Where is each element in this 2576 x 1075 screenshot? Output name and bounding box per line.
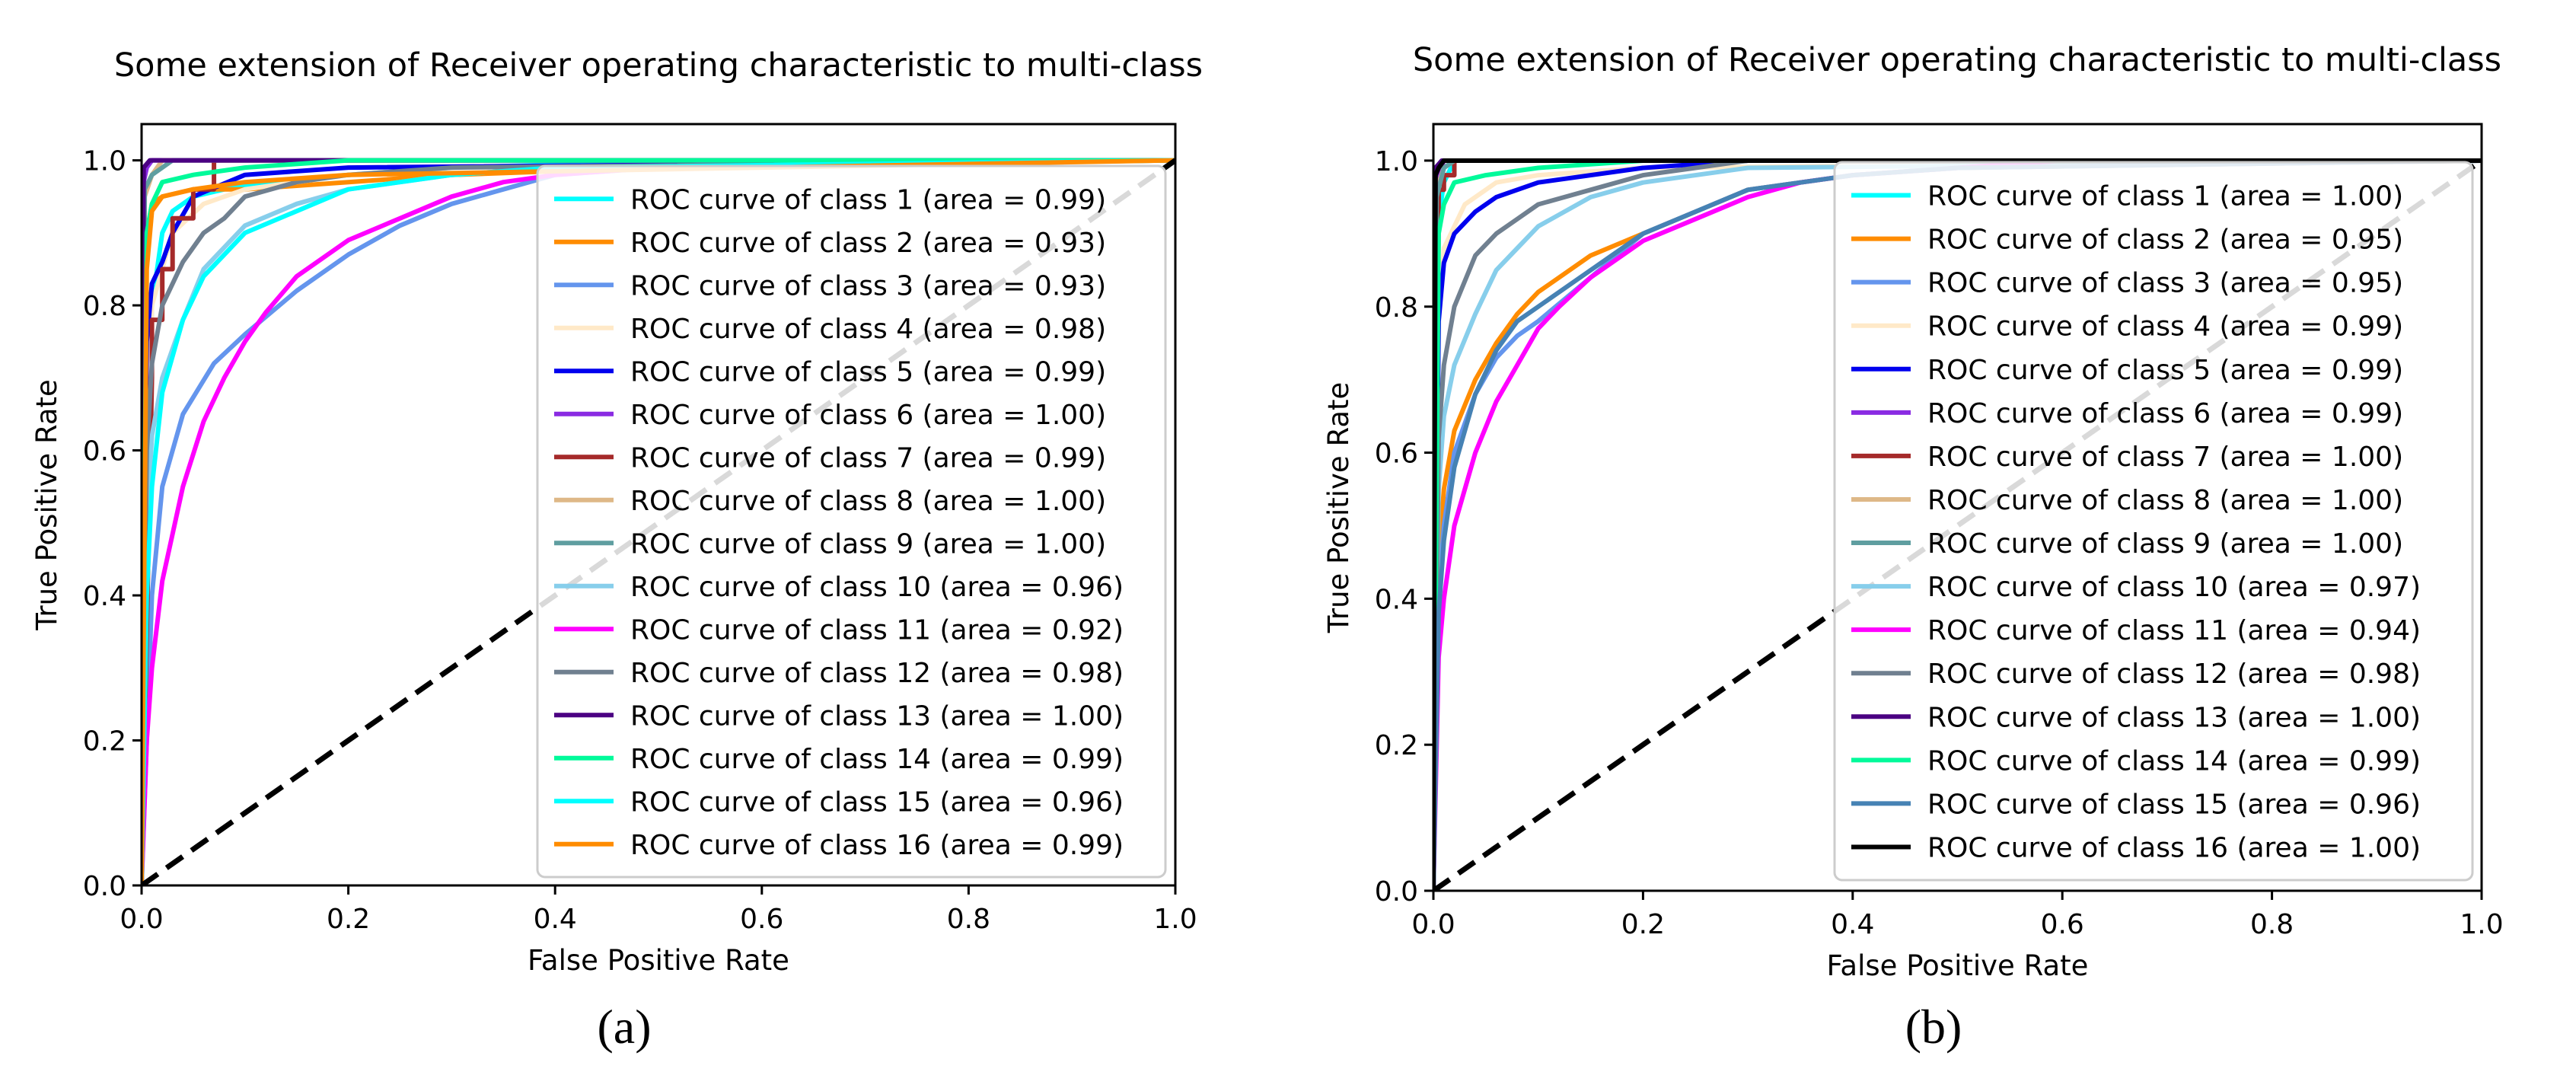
y-tick-label: 0.2 (83, 726, 126, 758)
legend-label-class-9: ROC curve of class 9 (area = 1.00) (630, 528, 1106, 560)
legend-label-class-3: ROC curve of class 3 (area = 0.93) (630, 270, 1106, 301)
x-axis-label: False Positive Rate (528, 944, 789, 977)
legend-label-class-2: ROC curve of class 2 (area = 0.93) (630, 228, 1106, 259)
legend-label-class-3: ROC curve of class 3 (area = 0.95) (1927, 268, 2403, 299)
legend: ROC curve of class 1 (area = 1.00) ROC cu… (1833, 161, 2474, 882)
legend-label-class-14: ROC curve of class 14 (area = 0.99) (1927, 745, 2421, 777)
roc-curve-class-16 (1433, 158, 2482, 891)
legend-label-class-10: ROC curve of class 10 (area = 0.97) (1927, 572, 2421, 603)
legend-label-class-6: ROC curve of class 6 (area = 1.00) (630, 400, 1106, 431)
x-tick-label: 0.2 (1621, 909, 1665, 940)
legend-label-class-9: ROC curve of class 9 (area = 1.00) (1927, 528, 2403, 560)
legend: ROC curve of class 1 (area = 0.99) ROC cu… (536, 164, 1167, 879)
legend-label-class-1: ROC curve of class 1 (area = 1.00) (1927, 181, 2403, 212)
y-axis-label: True Positive Rate (1322, 382, 1355, 634)
panel-label: (b) (1905, 1000, 1962, 1054)
y-tick-label: 0.0 (1375, 876, 1418, 908)
legend-label-class-6: ROC curve of class 6 (area = 0.99) (1927, 398, 2403, 429)
y-tick-label: 0.4 (1375, 584, 1418, 615)
plot-frame (140, 123, 1177, 887)
x-tick-label: 0.8 (947, 904, 990, 935)
legend-label-class-5: ROC curve of class 5 (area = 0.99) (1927, 355, 2403, 386)
plot-frame (1432, 123, 2483, 892)
legend-label-class-10: ROC curve of class 10 (area = 0.96) (630, 572, 1124, 603)
legend-label-class-15: ROC curve of class 15 (area = 0.96) (630, 786, 1124, 818)
y-axis-label: True Positive Rate (30, 379, 63, 631)
roc-curve-class-16 (142, 158, 1175, 885)
legend-label-class-14: ROC curve of class 14 (area = 0.99) (630, 744, 1124, 775)
x-tick-label: 0.6 (2041, 909, 2084, 940)
y-tick-label: 0.8 (83, 291, 126, 322)
legend-label-class-16: ROC curve of class 16 (area = 1.00) (1927, 832, 2421, 863)
legend-label-class-8: ROC curve of class 8 (area = 1.00) (1927, 485, 2403, 516)
chart-title: Some extension of Receiver operating cha… (1413, 41, 2501, 79)
panel-label: (a) (597, 1000, 651, 1054)
roc-curve-class-10 (1433, 158, 2482, 891)
panel-a: Some extension of Receiver operating cha… (30, 46, 1203, 1054)
x-tick-label: 1.0 (2460, 909, 2503, 940)
panel-b: Some extension of Receiver operating cha… (1322, 41, 2504, 1054)
y-tick-label: 1.0 (1375, 146, 1418, 177)
x-tick-label: 0.0 (120, 904, 163, 935)
x-tick-label: 0.4 (1831, 909, 1874, 940)
legend-label-class-11: ROC curve of class 11 (area = 0.92) (630, 614, 1124, 646)
legend-label-class-13: ROC curve of class 13 (area = 1.00) (1927, 702, 2421, 733)
y-tick-label: 0.8 (1375, 292, 1418, 324)
x-tick-label: 0.4 (534, 904, 577, 935)
legend-label-class-7: ROC curve of class 7 (area = 0.99) (630, 442, 1106, 474)
legend-label-class-5: ROC curve of class 5 (area = 0.99) (630, 356, 1106, 388)
legend-label-class-1: ROC curve of class 1 (area = 0.99) (630, 184, 1106, 215)
legend-label-class-15: ROC curve of class 15 (area = 0.96) (1927, 789, 2421, 820)
legend-label-class-2: ROC curve of class 2 (area = 0.95) (1927, 225, 2403, 256)
legend-label-class-12: ROC curve of class 12 (area = 0.98) (1927, 659, 2421, 690)
x-tick-label: 0.0 (1411, 909, 1455, 940)
y-tick-label: 0.6 (83, 436, 126, 467)
legend-box (1833, 161, 2474, 882)
y-tick-label: 0.6 (1375, 439, 1418, 470)
legend-box (536, 164, 1167, 879)
y-tick-label: 1.0 (83, 146, 126, 177)
legend-label-class-11: ROC curve of class 11 (area = 0.94) (1927, 615, 2421, 646)
x-tick-label: 0.2 (327, 904, 370, 935)
roc-curve-class-5 (1433, 158, 2482, 891)
chart-title: Some extension of Receiver operating cha… (114, 46, 1203, 85)
legend-label-class-7: ROC curve of class 7 (area = 1.00) (1927, 442, 2403, 473)
legend-label-class-4: ROC curve of class 4 (area = 0.98) (630, 314, 1106, 345)
x-tick-label: 0.8 (2250, 909, 2294, 940)
y-tick-label: 0.0 (83, 871, 126, 902)
roc-curve-class-12 (1433, 158, 2482, 891)
legend-label-class-16: ROC curve of class 16 (area = 0.99) (630, 830, 1124, 861)
roc-curve-class-14 (142, 158, 1175, 885)
y-tick-label: 0.4 (83, 581, 126, 612)
legend-label-class-12: ROC curve of class 12 (area = 0.98) (630, 658, 1124, 689)
x-axis-label: False Positive Rate (1827, 949, 2089, 982)
x-tick-label: 0.6 (740, 904, 783, 935)
legend-label-class-13: ROC curve of class 13 (area = 1.00) (630, 700, 1124, 732)
y-tick-label: 0.2 (1375, 730, 1418, 761)
legend-label-class-8: ROC curve of class 8 (area = 1.00) (630, 486, 1106, 517)
legend-label-class-4: ROC curve of class 4 (area = 0.99) (1927, 311, 2403, 343)
x-tick-label: 1.0 (1153, 904, 1197, 935)
